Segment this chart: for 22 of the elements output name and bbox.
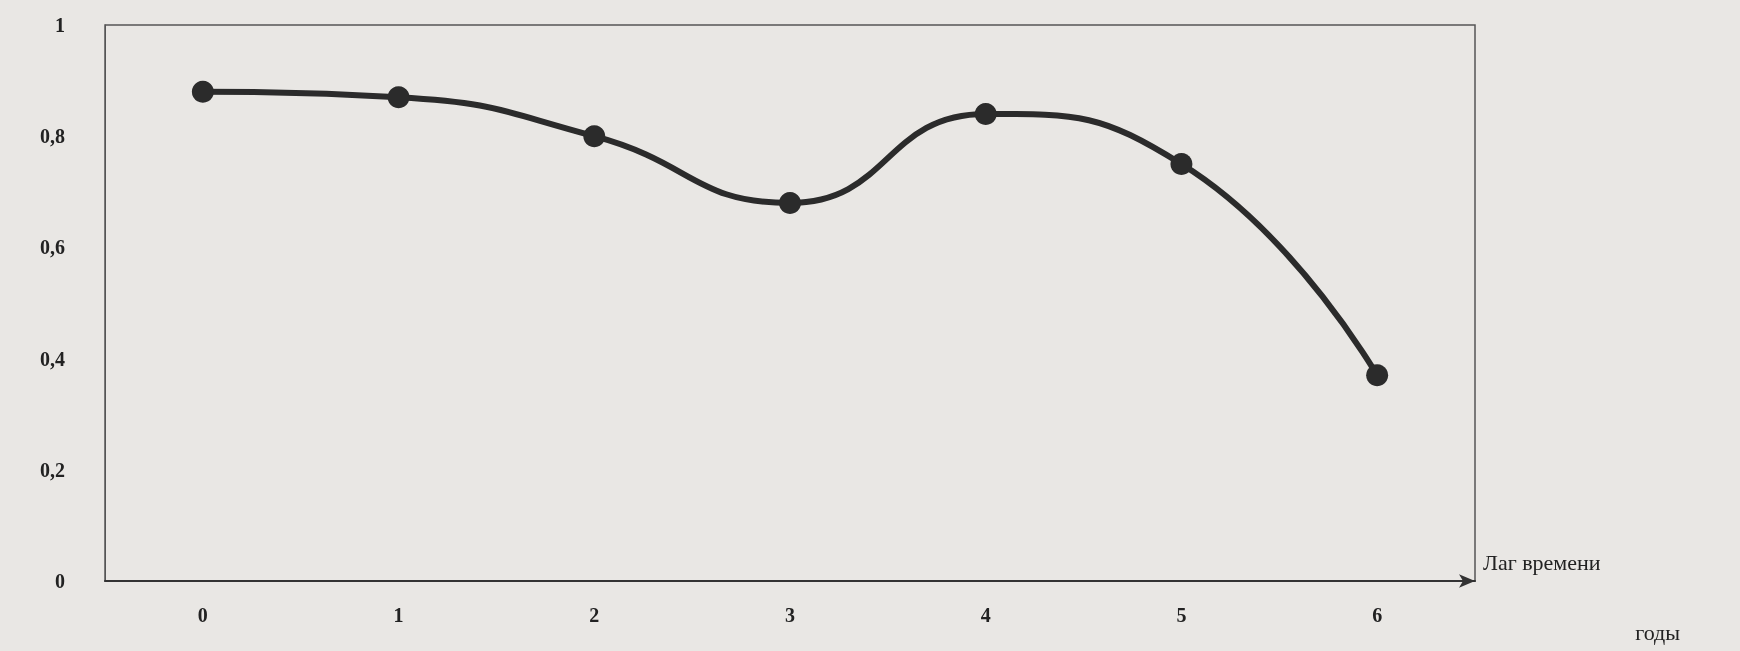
point	[974, 102, 997, 125]
x-tick-label: 0	[197, 604, 208, 626]
y-tick-label: 0,4	[40, 347, 65, 370]
point	[1366, 364, 1389, 387]
point	[191, 80, 214, 103]
y-tick-label: 0	[55, 570, 65, 592]
x-tick-label: 5	[1176, 604, 1187, 626]
point	[387, 86, 410, 109]
point	[1170, 153, 1193, 175]
point	[779, 191, 801, 214]
y-tick-label: 0,8	[40, 125, 65, 148]
x-tick-label: 4	[980, 604, 991, 626]
x-tick-label: 1	[393, 604, 404, 626]
y-tick-label: 0,2	[40, 458, 65, 481]
text: годы	[1635, 619, 1681, 645]
x-tick-label: 3	[785, 604, 795, 626]
y-tick-label: 1	[55, 14, 65, 36]
x-tick-label: 6	[1372, 604, 1383, 626]
y-tick-label: 0,6	[40, 236, 65, 259]
x-tick-label: 2	[589, 604, 600, 626]
point	[583, 125, 606, 148]
x-axis-title: Лаг времени	[1483, 549, 1601, 575]
